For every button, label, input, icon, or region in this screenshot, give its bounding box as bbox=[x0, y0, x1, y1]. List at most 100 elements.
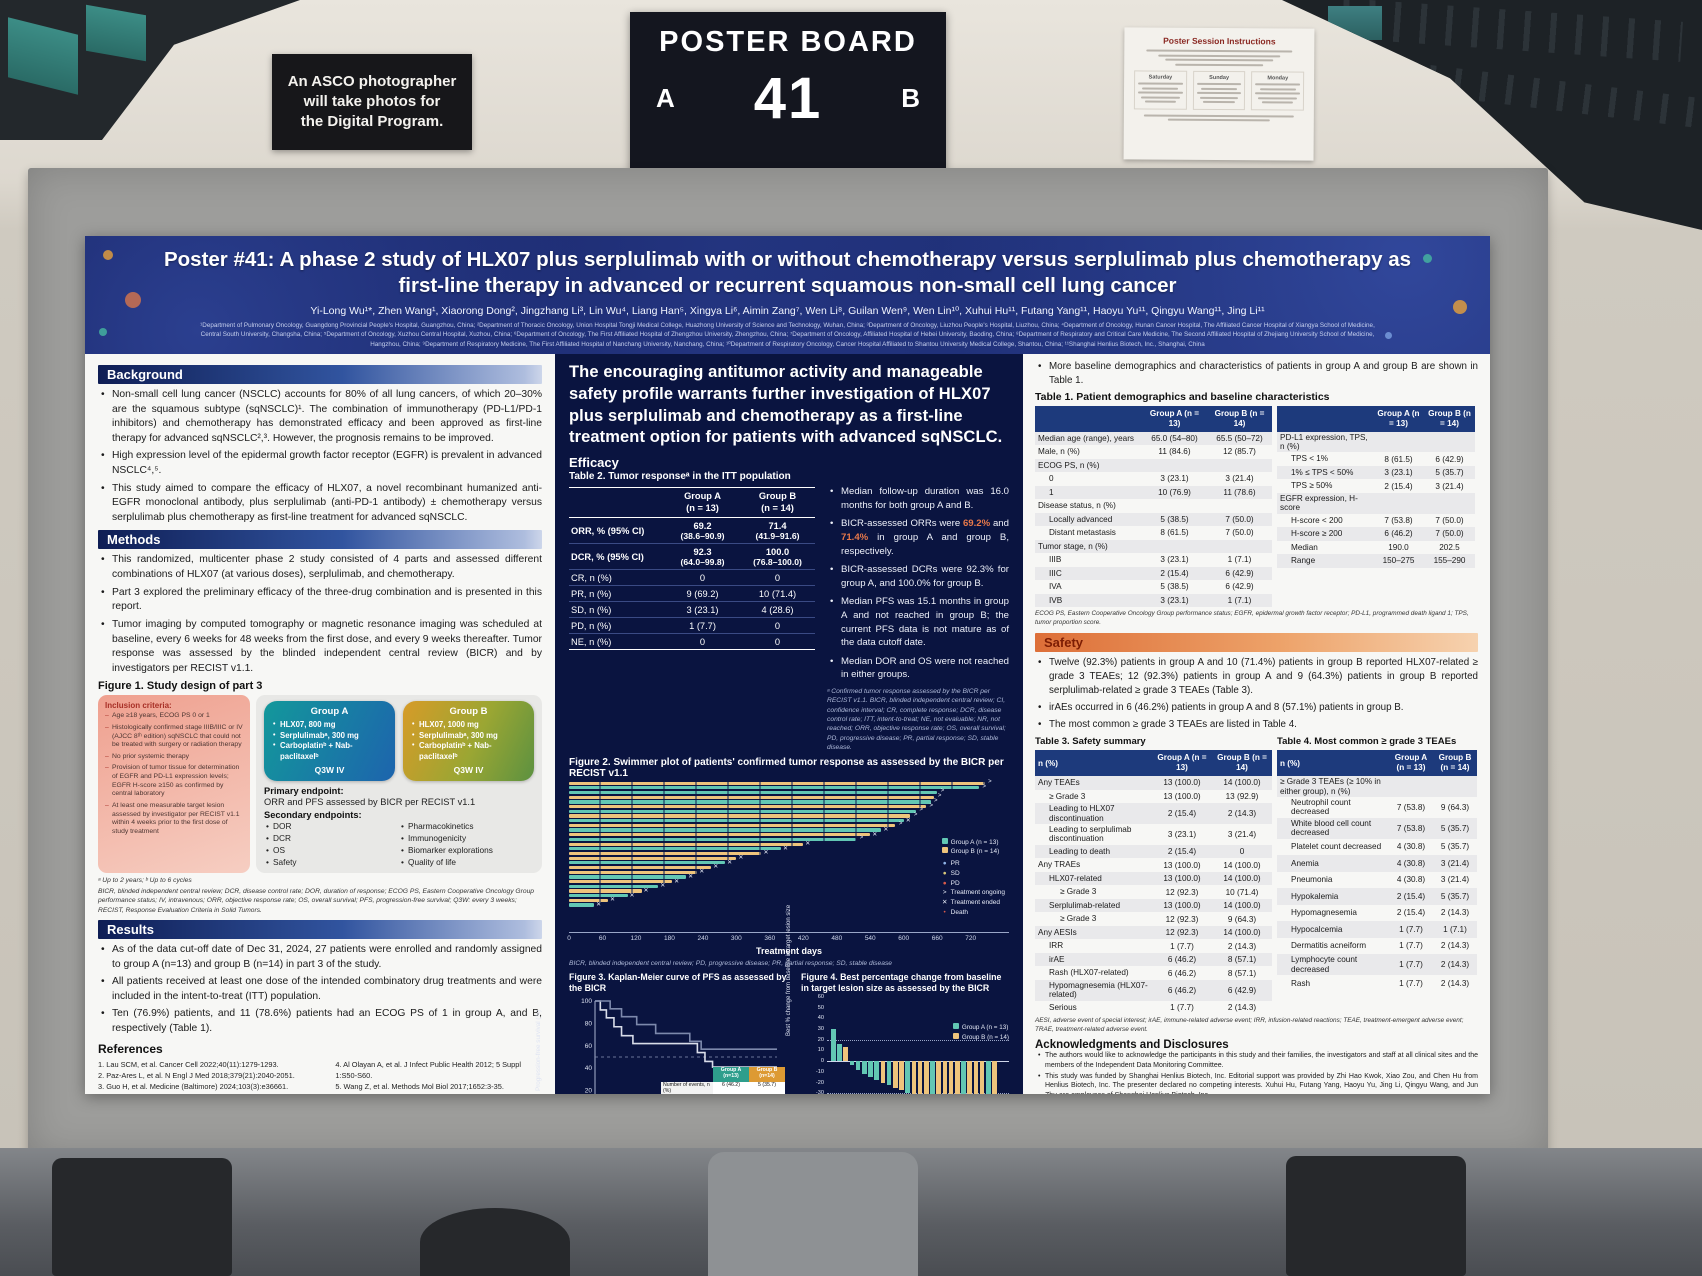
swimmer-bar: ✕ bbox=[569, 832, 877, 838]
table3-title: Table 3. Safety summary bbox=[1035, 736, 1146, 748]
waterfall-bar bbox=[967, 1061, 972, 1094]
bullet: Non-small cell lung cancer (NSCLC) accou… bbox=[98, 388, 542, 446]
ended-marker: ✕ bbox=[805, 841, 811, 848]
table-row: Median 190.0 202.5 bbox=[1291, 542, 1460, 552]
group-a-card: Group A HLX07, 800 mgSerplulimabᵃ, 300 m… bbox=[264, 701, 395, 782]
chair bbox=[1286, 1156, 1466, 1276]
methods-bullets: This randomized, multicenter phase 2 stu… bbox=[98, 553, 542, 676]
table2-row: NE, n (%) 0 0 bbox=[569, 634, 815, 651]
table-row: ECOG PS, n (%) bbox=[1035, 458, 1272, 472]
bullet: Median follow-up duration was 16.0 month… bbox=[827, 485, 1009, 512]
table2-footnote: ᵃ Confirmed tumor response assessed by t… bbox=[827, 687, 1006, 752]
regimen-item: Serplulimabᵃ, 300 mg bbox=[412, 731, 525, 742]
table-row: Tumor stage, n (%) bbox=[1035, 539, 1272, 553]
secondary-endpoint: Safety bbox=[264, 856, 399, 868]
orr-value-b: 71.4% bbox=[841, 531, 869, 543]
waterfall-bar bbox=[843, 1047, 848, 1062]
ended-marker: ✕ bbox=[883, 826, 889, 833]
swimmer-bar: ✕ bbox=[569, 841, 810, 847]
table-row: IIIB 3 (23.1) 1 (7.1) bbox=[1049, 555, 1252, 565]
acknowledgments-bullets: The authors would like to acknowledge th… bbox=[1035, 1051, 1478, 1094]
swimmer-bar: ✕ bbox=[569, 864, 718, 870]
chair bbox=[708, 1152, 918, 1276]
table-row: Pneumonia 4 (30.8) 3 (21.4) bbox=[1291, 875, 1470, 885]
ended-marker: ✕ bbox=[872, 831, 878, 838]
figure3-title: Figure 3. Kaplan-Meier curve of PFS as a… bbox=[569, 971, 787, 994]
ended-marker: ✕ bbox=[738, 855, 744, 862]
swimmer-bar: ✕ bbox=[569, 897, 615, 903]
swimmer-bar: ✕ bbox=[569, 879, 679, 885]
axis-tick: 60 bbox=[817, 993, 824, 1000]
chair bbox=[420, 1208, 570, 1276]
axis-tick: 120 bbox=[630, 934, 642, 942]
svg-text:20: 20 bbox=[585, 1087, 593, 1094]
km-svg: 02040608010003691215182124 bbox=[581, 998, 777, 1094]
table-row: Hypomagnesemia (HLX07-related) 6 (46.2) 6 … bbox=[1035, 979, 1272, 1001]
waterfall-bar bbox=[992, 1061, 997, 1094]
secondary-endpoint: Quality of life bbox=[399, 856, 534, 868]
axis-tick: -20 bbox=[815, 1079, 824, 1086]
references: 1. Lau SCM, et al. Cancer Cell 2022;40(1… bbox=[98, 1059, 542, 1092]
swimmer-bar: ✕ bbox=[569, 874, 693, 880]
ended-marker: ✕ bbox=[643, 887, 649, 894]
window-glass bbox=[86, 4, 146, 62]
waterfall-bar bbox=[880, 1061, 886, 1083]
swimmer-bar: > bbox=[569, 803, 933, 809]
swimmer-bar: ✕ bbox=[569, 850, 768, 856]
bullet: This randomized, multicenter phase 2 stu… bbox=[98, 553, 542, 582]
bullet: The most common ≥ grade 3 TEAEs are list… bbox=[1035, 718, 1478, 732]
table4-title: Table 4. Most common ≥ grade 3 TEAEs bbox=[1277, 736, 1457, 748]
secondary-endpoint: Biomarker explorations bbox=[399, 844, 534, 856]
ended-marker: ✕ bbox=[674, 878, 680, 885]
regimen-item: Carboplatinᵇ + Nab-paclitaxelᵇ bbox=[273, 741, 386, 762]
methods-section-header: Methods bbox=[98, 530, 542, 550]
left-column: Background Non-small cell lung cancer (N… bbox=[85, 354, 555, 1094]
table-row: ≥ Grade 3 12 (92.3) 9 (64.3) bbox=[1060, 914, 1257, 924]
table-row: Platelet count decreased 4 (30.8) 5 (35.7) bbox=[1291, 842, 1470, 852]
axis-tick: 50 bbox=[817, 1004, 824, 1011]
background-section-header: Background bbox=[98, 365, 542, 384]
window-glass bbox=[1328, 6, 1382, 40]
swimmer-legend: Group A (n = 13) Group B (n = 14) ● PR ● S… bbox=[941, 837, 1005, 916]
reference-item: 5. Wang Z, et al. Methods Mol Biol 2017;… bbox=[335, 1081, 504, 1091]
photographer-sign-line: An ASCO photographer bbox=[287, 72, 457, 90]
decor-dot bbox=[99, 328, 107, 336]
table-row: H-score < 200 7 (53.8) 7 (50.0) bbox=[1291, 515, 1464, 525]
ongoing-marker: > bbox=[934, 797, 938, 804]
swimmer-x-label: Treatment days bbox=[755, 945, 823, 956]
table-row: Any TRAEs 13 (100.0) 14 (100.0) bbox=[1038, 860, 1261, 870]
board-slot-a: A bbox=[656, 83, 675, 113]
bullet: Median PFS was 15.1 months in group A an… bbox=[827, 595, 1009, 649]
ongoing-marker: > bbox=[898, 821, 903, 828]
waterfall-bar bbox=[837, 1043, 842, 1062]
figure1-study-design: Inclusion criteria: Age ≥18 years, ECOG … bbox=[98, 695, 542, 874]
decor-dot bbox=[1453, 300, 1467, 314]
axis-tick: 60 bbox=[598, 934, 607, 942]
poster-title: Poster #41: A phase 2 study of HLX07 plu… bbox=[163, 248, 1412, 297]
table-row: 1% ≤ TPS < 50% 3 (23.1) 5 (35.7) bbox=[1277, 465, 1475, 480]
safety-section-header: Safety bbox=[1035, 632, 1478, 652]
axis-tick: 540 bbox=[864, 934, 876, 942]
table-row: Serplulimab-related 13 (100.0) 14 (100.0) bbox=[1035, 898, 1272, 913]
swimmer-bar: ✕ bbox=[569, 827, 888, 833]
table-2: Group A (n = 13) Group B (n = 14) ORR, % (… bbox=[569, 485, 815, 753]
photographer-sign-line: will take photos for bbox=[303, 92, 441, 110]
axis-tick: 40 bbox=[817, 1015, 824, 1022]
swimmer-x-axis: 0 60 120 180 240 300 360 420 480 540 600 660 720 bbox=[567, 931, 1009, 948]
figure4-waterfall: Figure 4. Best percentage change from ba… bbox=[786, 905, 1009, 1094]
instructions-days: Saturday Sunday Monday bbox=[1133, 69, 1305, 111]
table-row: Anemia 4 (30.8) 3 (21.4) bbox=[1277, 855, 1477, 872]
middle-column: The encouraging antitumor activity and m… bbox=[535, 354, 1023, 1094]
svg-text:80: 80 bbox=[585, 1020, 593, 1027]
group-b-card: Group B HLX07, 1000 mgSerplulimabᵃ, 300 … bbox=[403, 701, 534, 782]
secondary-endpoint: DCR bbox=[264, 832, 399, 844]
swimmer-bar: > bbox=[569, 835, 863, 841]
decor-dot bbox=[1423, 254, 1432, 263]
swimmer-bar: > bbox=[569, 821, 902, 827]
table-1-left: Group A (n = 13) Group B (n = 14) Median … bbox=[1035, 405, 1272, 607]
axis-tick: 480 bbox=[831, 934, 843, 942]
ongoing-marker: > bbox=[929, 802, 934, 809]
ended-marker: ✕ bbox=[688, 873, 694, 880]
secondary-endpoint: OS bbox=[264, 844, 399, 856]
